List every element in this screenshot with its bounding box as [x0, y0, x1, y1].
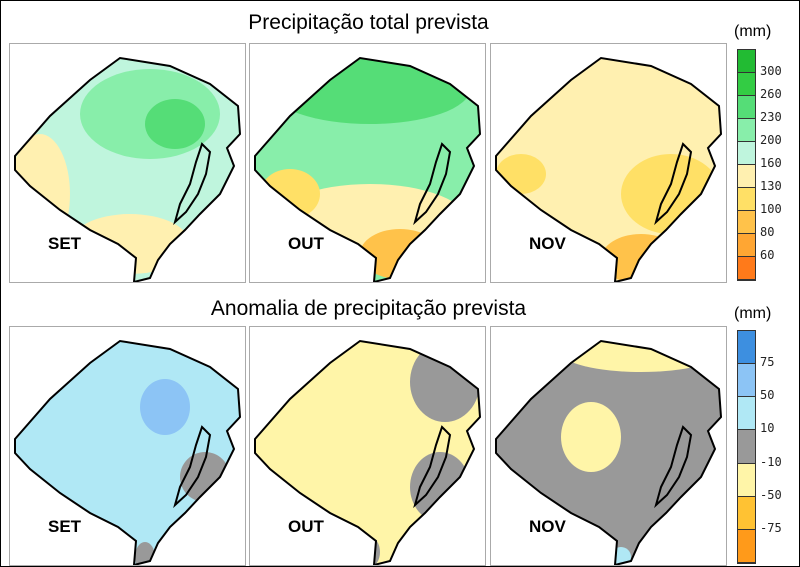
anomaly-region	[145, 99, 205, 149]
map-total-out: OUT	[249, 43, 486, 283]
state-border	[14, 56, 242, 282]
colorbar-segment	[738, 142, 755, 165]
map-total-nov: NOV	[490, 43, 727, 283]
colorbar-segment	[738, 165, 755, 188]
state-border	[14, 339, 242, 565]
state-map	[495, 339, 723, 565]
map-total-set: SET	[9, 43, 246, 283]
colorbar-segment	[738, 50, 755, 73]
colorbar-segment	[738, 331, 755, 365]
month-label: NOV	[529, 517, 566, 536]
legend-tick: 160	[760, 156, 782, 170]
legend-tick: 80	[760, 225, 775, 239]
month-label: OUT	[288, 517, 324, 536]
state-border	[495, 339, 723, 565]
state-map	[495, 56, 723, 282]
legend-anomaly: (mm) 75 50 10 -10 -50 -75	[734, 305, 799, 565]
title-anomaly: Anomalia de precipitação prevista	[210, 297, 527, 320]
map-anomaly-out: OUT	[249, 326, 486, 566]
legend-tick: -75	[760, 520, 782, 535]
lagoon-outline	[413, 425, 452, 509]
title-total: Precipitação total prevista	[248, 11, 489, 34]
colorbar	[737, 330, 756, 564]
state-map	[14, 339, 242, 565]
legend-total: (mm) 300 260 230 200 160 130 100 80 60	[734, 23, 799, 283]
colorbar-segment	[738, 257, 755, 280]
lagoon-outline	[654, 425, 693, 509]
colorbar-segment	[738, 364, 755, 398]
legend-tick: 130	[760, 179, 782, 193]
legend-tick: 50	[760, 388, 775, 403]
state-map	[14, 56, 242, 282]
colorbar-segment	[738, 211, 755, 234]
legend-tick: 300	[760, 64, 782, 78]
legend-tick: 230	[760, 110, 782, 124]
lagoon-outline	[173, 425, 212, 509]
state-border	[254, 56, 482, 282]
anomaly-region	[496, 154, 546, 194]
month-label: NOV	[529, 234, 566, 253]
colorbar-segment	[738, 234, 755, 257]
colorbar	[737, 49, 756, 281]
map-anomaly-nov: NOV	[490, 326, 727, 566]
month-label: SET	[48, 517, 82, 536]
anomaly-region	[260, 169, 320, 219]
lagoon-outline	[413, 142, 452, 226]
legend-unit: (mm)	[734, 23, 772, 40]
colorbar-segment	[738, 430, 755, 464]
lagoon-outline	[654, 142, 693, 226]
legend-tick: 260	[760, 87, 782, 101]
anomaly-region	[70, 214, 190, 274]
legend-tick: 60	[760, 248, 775, 262]
legend-tick: 75	[760, 355, 775, 370]
colorbar-segment	[738, 397, 755, 431]
legend-tick: 100	[760, 202, 782, 216]
anomaly-region	[140, 379, 190, 435]
anomaly-region	[561, 402, 621, 472]
lagoon-outline	[173, 142, 212, 226]
colorbar-segment	[738, 463, 755, 497]
state-map	[254, 56, 482, 282]
state-map	[254, 339, 482, 565]
legend-tick: 200	[760, 133, 782, 147]
month-label: SET	[48, 234, 82, 253]
colorbar-segment	[738, 529, 755, 563]
anomaly-region	[621, 154, 721, 234]
legend-tick: -50	[760, 487, 782, 502]
colorbar-segment	[738, 188, 755, 211]
legend-tick: 10	[760, 421, 775, 436]
colorbar-segment	[738, 496, 755, 530]
legend-tick: -10	[760, 454, 782, 469]
legend-unit: (mm)	[734, 305, 772, 322]
colorbar-segment	[738, 96, 755, 119]
state-border	[495, 56, 723, 282]
anomaly-region	[270, 58, 470, 124]
colorbar-segment	[738, 119, 755, 142]
map-anomaly-set: SET	[9, 326, 246, 566]
state-border	[254, 339, 482, 565]
month-label: OUT	[288, 234, 324, 253]
colorbar-segment	[738, 73, 755, 96]
